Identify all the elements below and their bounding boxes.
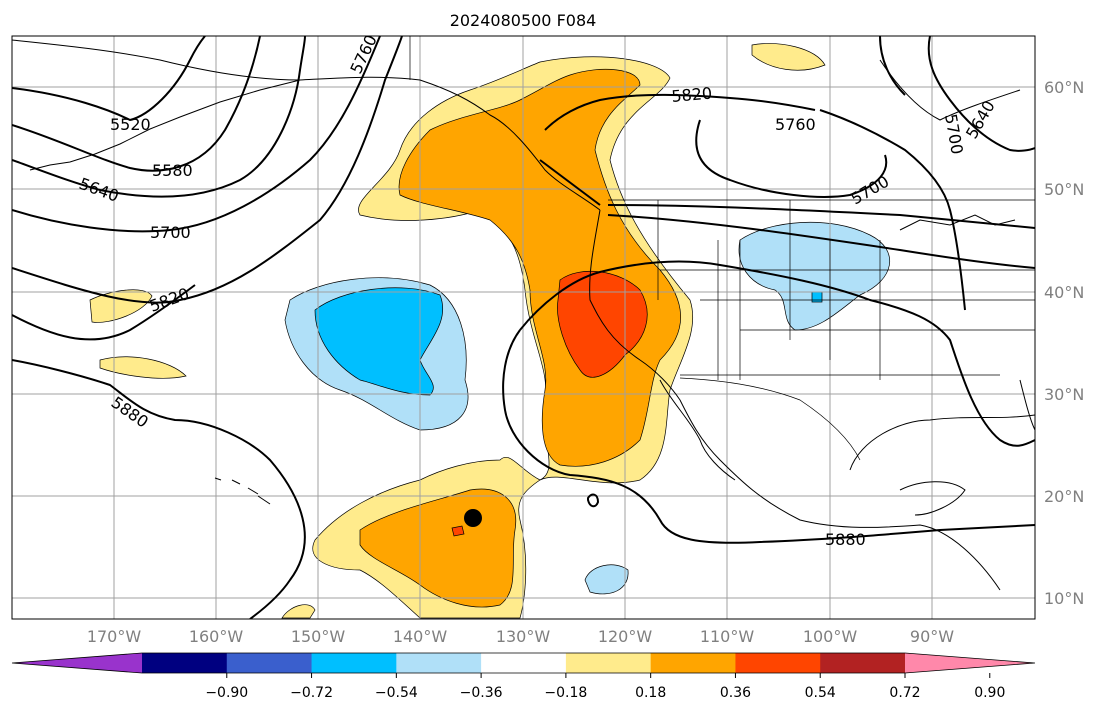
- contour-5820-west: [12, 284, 196, 341]
- contour-5520: [12, 36, 206, 122]
- contour-5820-east: [544, 93, 816, 131]
- lon-label: 170°W: [87, 627, 142, 646]
- contour-label: 5760: [775, 115, 816, 134]
- contour-5880-west: [12, 359, 306, 619]
- colorbar-tick-label: −0.72: [290, 685, 333, 701]
- colorbar-extend-high: [905, 653, 1035, 673]
- height-contours: [12, 36, 1035, 619]
- lat-label: 60°N: [1044, 78, 1084, 97]
- lat-label: 20°N: [1044, 487, 1084, 506]
- coast-gulf: [849, 414, 1035, 471]
- contour-5880-loop: [502, 329, 1035, 544]
- contour-5760-east: [819, 109, 966, 311]
- contour-label: 5820: [671, 84, 713, 106]
- coastlines: [12, 39, 1035, 591]
- lon-label: 130°W: [496, 627, 551, 646]
- colorbar-tick-label: −0.36: [460, 685, 503, 701]
- positive-region-strong-dot: [451, 525, 465, 537]
- colorbar-extend-low: [12, 653, 142, 673]
- colorbar-segment: [481, 653, 567, 673]
- colorbar-tick-label: −0.90: [205, 685, 248, 701]
- colorbar-tick-label: 0.36: [720, 685, 751, 701]
- colorbar-segment: [565, 653, 652, 673]
- lat-label: 10°N: [1044, 589, 1084, 608]
- contour-island: [587, 493, 600, 508]
- colorbar-segment: [142, 653, 228, 673]
- contour-5700-ne: [879, 36, 906, 96]
- map-panel: 5520 5580 5640 5700 5820 5880 5820 5760 …: [11, 35, 1036, 620]
- contour-5820-band-2: [539, 159, 601, 206]
- colorbar-outline: [11, 652, 1036, 674]
- colorbar-segment: [226, 653, 313, 673]
- coast-alaska: [12, 39, 601, 211]
- lat-label: 40°N: [1044, 283, 1084, 302]
- contour-label: 5520: [110, 115, 151, 134]
- marker-dot: [464, 509, 482, 527]
- contour-5700-east: [695, 119, 888, 198]
- negative-region-east: [738, 221, 891, 331]
- contour-5760: [12, 36, 403, 304]
- colorbar-segment: [820, 653, 906, 673]
- colorbar-segment: [311, 653, 397, 673]
- coast-baja: [659, 379, 736, 481]
- lat-label: 50°N: [1044, 180, 1084, 199]
- coast-westcoast: [589, 209, 1001, 591]
- coast-florida: [1019, 379, 1035, 431]
- lon-label: 110°W: [700, 627, 755, 646]
- colorbar-tick-label: 0.72: [889, 685, 920, 701]
- colorbar: −0.90 −0.72 −0.54 −0.36 −0.18 0.18 0.36 0.54 0.7…: [11, 652, 1036, 701]
- colorbar-tick-label: −0.54: [375, 685, 418, 701]
- map-frame: [11, 35, 1036, 620]
- lon-label: 150°W: [291, 627, 346, 646]
- contour-5760-band: [607, 204, 1035, 229]
- colorbar-tick-label: 0.18: [635, 685, 666, 701]
- lon-label: 100°W: [803, 627, 858, 646]
- colorbar-segment: [650, 653, 736, 673]
- latitude-labels: 60°N 50°N 40°N 30°N 20°N 10°N: [1044, 78, 1084, 608]
- contour-5640: [12, 36, 306, 198]
- contour-5580: [12, 36, 261, 172]
- coast-yucatan: [899, 481, 966, 516]
- colorbar-tick-label: 0.90: [974, 685, 1005, 701]
- negative-region-small: [584, 564, 629, 595]
- longitude-labels: 170°W 160°W 150°W 140°W 130°W 120°W 110°…: [87, 627, 954, 646]
- lon-label: 140°W: [393, 627, 448, 646]
- contour-5880-east: [519, 260, 1035, 447]
- colorbar-segment: [396, 653, 482, 673]
- positive-blob-2: [99, 356, 187, 379]
- positive-blob-3: [751, 43, 826, 71]
- coast-hudson: [879, 59, 1021, 121]
- negative-region-mid: [314, 287, 444, 396]
- contour-5700: [12, 36, 381, 233]
- positive-blob-4: [281, 604, 316, 619]
- colorbar-tick-label: −0.18: [544, 685, 587, 701]
- contour-label: 5880: [825, 530, 866, 549]
- negative-region-mid-dot: [811, 291, 823, 303]
- coast-aleutians: [29, 79, 301, 171]
- lon-label: 90°W: [910, 627, 954, 646]
- contour-label: 5580: [152, 161, 193, 180]
- colorbar-segment: [735, 653, 821, 673]
- figure-title: 2024080500 F084: [450, 11, 597, 30]
- lat-label: 30°N: [1044, 385, 1084, 404]
- contour-5640-east: [927, 36, 1035, 152]
- lon-label: 120°W: [598, 627, 653, 646]
- colorbar-tick-label: 0.54: [805, 685, 836, 701]
- contour-5820-band: [607, 214, 1035, 269]
- lon-label: 160°W: [189, 627, 244, 646]
- contour-label: 5700: [150, 223, 191, 242]
- islands-hawaii: [214, 477, 271, 505]
